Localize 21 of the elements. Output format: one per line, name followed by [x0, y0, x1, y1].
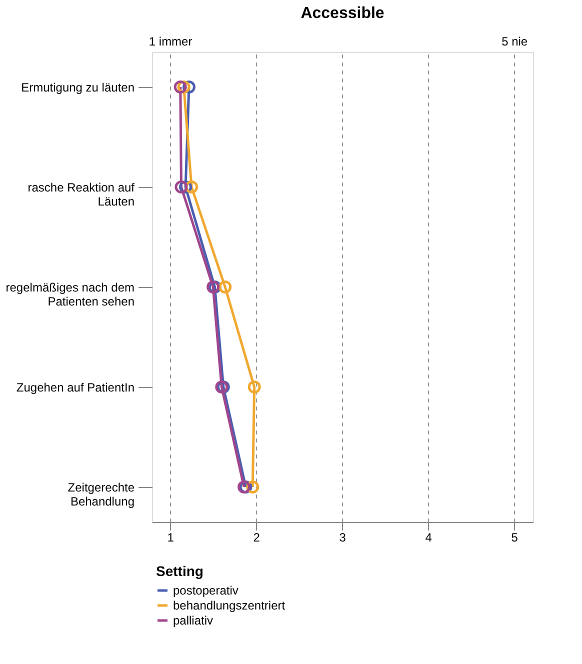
point — [174, 180, 188, 194]
legend-title: Setting — [156, 563, 204, 579]
legend-label: behandlungszentriert — [173, 598, 286, 612]
point — [218, 280, 232, 294]
x-tick-label: 1 — [167, 530, 174, 544]
legend-label: postoperativ — [173, 584, 238, 598]
x-tick-label: 5 — [511, 530, 518, 544]
y-tick-label: Ermutigung zu läuten — [21, 80, 134, 94]
y-tick-label: regelmäßiges nach dem Patienten sehen — [6, 280, 134, 308]
x2-tick-label: 1 immer — [148, 34, 192, 48]
y-tick-label: Zugehen auf PatientIn — [16, 380, 134, 394]
chart-title: Accessible — [300, 5, 384, 22]
x-tick-label: 3 — [339, 530, 346, 544]
x2-tick-label: 5 nie — [502, 34, 528, 48]
y-tick-label: rasche Reaktion auf Läuten — [28, 180, 136, 208]
y-tick-label: Zeitgerechte Behandlung — [68, 480, 135, 508]
point — [174, 80, 187, 94]
point — [248, 380, 261, 394]
x-tick-label: 2 — [253, 530, 260, 544]
x-tick-label: 4 — [425, 530, 432, 544]
legend-label: palliativ — [173, 614, 214, 628]
